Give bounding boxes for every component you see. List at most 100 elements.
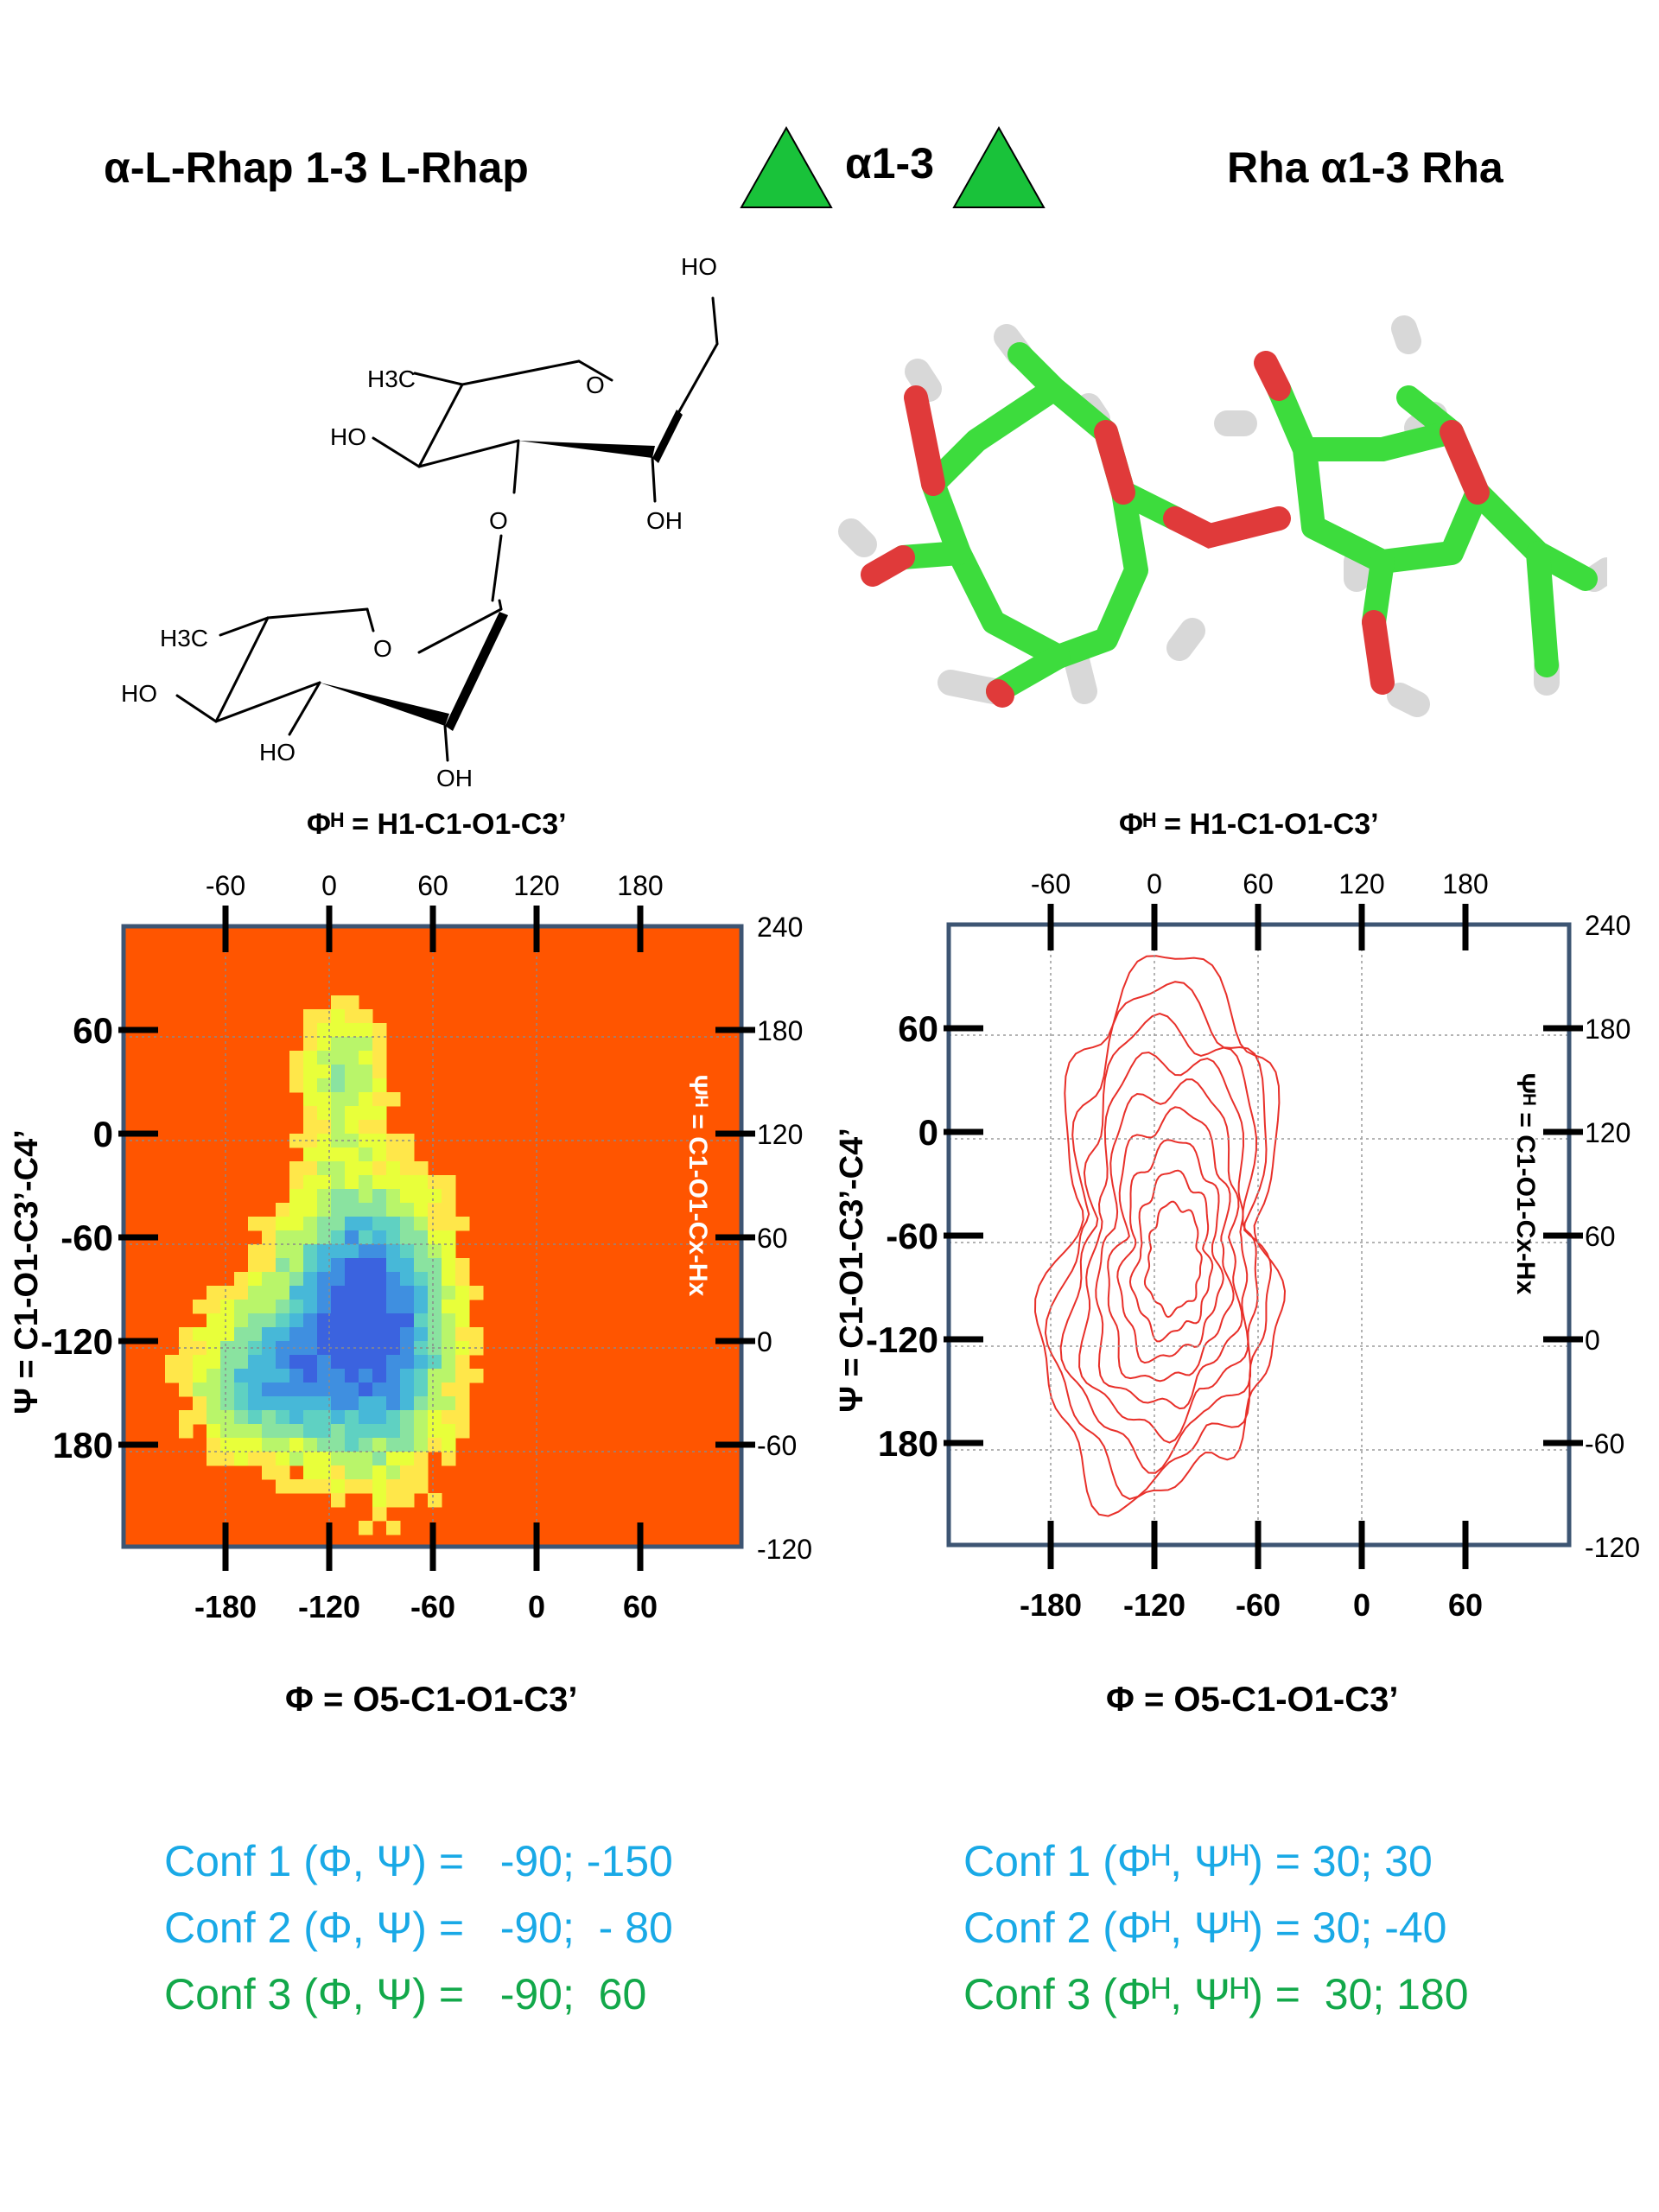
heatmap-cell (248, 1341, 263, 1356)
heatmap-cell (289, 1424, 304, 1439)
heatmap-cell (317, 1009, 332, 1024)
heatmap-cell (331, 1161, 346, 1176)
heatmap-cell (317, 1106, 332, 1121)
heatmap-cell (303, 1189, 318, 1204)
heatmap-cell (359, 1023, 373, 1038)
heatmap-cell (386, 1410, 401, 1425)
heatmap-cell (345, 1313, 359, 1328)
heatmap-cell (345, 1438, 359, 1452)
heatmap-cell (262, 1272, 276, 1287)
heatmap-cell (193, 1382, 207, 1397)
heatmap-cell (372, 1092, 387, 1107)
heatmap-cell (317, 1051, 332, 1065)
heatmap-cell (276, 1313, 290, 1328)
heatmap-cell (317, 1203, 332, 1217)
structure-label: O (373, 635, 392, 662)
y-right-tick-label: 180 (1585, 1014, 1630, 1045)
heatmap-cell (248, 1217, 263, 1231)
heatmap-cell (414, 1175, 429, 1190)
heatmap-cell (386, 1230, 401, 1245)
heatmap-cell (359, 1396, 373, 1411)
heatmap-cell (317, 1037, 332, 1052)
heatmap-cell (386, 1175, 401, 1190)
heatmap-cell (386, 1313, 401, 1328)
heatmap-cell (289, 1203, 304, 1217)
heatmap-cell (248, 1452, 263, 1466)
y-right-tick-label: 60 (757, 1223, 788, 1254)
heatmap-cell (428, 1300, 442, 1314)
heatmap-cell (234, 1327, 249, 1342)
heatmap-cell (400, 1438, 415, 1452)
heatmap-cell (400, 1493, 415, 1508)
heatmap-cell (359, 1369, 373, 1383)
heatmap-cell (303, 1396, 318, 1411)
heatmap-cell (303, 1341, 318, 1356)
heatmap-cell (331, 995, 346, 1010)
heatmap-cell (386, 1424, 401, 1439)
heatmap-cell (234, 1438, 249, 1452)
heatmap-cell (428, 1286, 442, 1300)
heatmap-cell (345, 1106, 359, 1121)
heatmap-cell (234, 1313, 249, 1328)
heatmap-cell (455, 1355, 470, 1370)
heatmap-cell (400, 1396, 415, 1411)
x-tick-label: 0 (528, 1589, 545, 1624)
y-right-tick-label: 120 (1585, 1117, 1630, 1148)
heatmap-cell (248, 1438, 263, 1452)
x-top-tick-label: -60 (1031, 868, 1071, 899)
heatmap-cell (455, 1300, 470, 1314)
right-chart-top-title: Φᴴ = H1-C1-O1-C3’ (1119, 808, 1379, 841)
heatmap-cell (359, 1217, 373, 1231)
heatmap-cell (289, 1189, 304, 1204)
heatmap-cell (303, 1286, 318, 1300)
y-right-tick-label: -60 (1585, 1428, 1624, 1459)
heatmap-cell (414, 1410, 429, 1425)
heatmap-cell (400, 1203, 415, 1217)
heatmap-cell (414, 1438, 429, 1452)
heatmap-cell (331, 1217, 346, 1231)
heatmap-cell (276, 1355, 290, 1370)
heatmap-cell (303, 1479, 318, 1494)
heatmap-cell (234, 1424, 249, 1439)
heatmap-cell (289, 1369, 304, 1383)
heatmap-cell (331, 1078, 346, 1093)
heatmap-cell (331, 1175, 346, 1190)
heatmap-cell (359, 1272, 373, 1287)
x-top-tick-label: 180 (617, 870, 663, 901)
heatmap-cell (345, 1175, 359, 1190)
heatmap-cell (289, 1341, 304, 1356)
heatmap-cell (331, 1258, 346, 1273)
heatmap-cell (372, 1217, 387, 1231)
heatmap-cell (289, 1355, 304, 1370)
heatmap-cell (317, 1023, 332, 1038)
heatmap-cell (345, 1369, 359, 1383)
heatmap-cell (331, 1009, 346, 1024)
contour-background (949, 925, 1569, 1545)
heatmap-cell (345, 1037, 359, 1052)
heatmap-cell (331, 1355, 346, 1370)
heatmap-cell (331, 1424, 346, 1439)
heatmap-cell (469, 1369, 484, 1383)
heatmap-cell (442, 1244, 456, 1259)
heatmap-cell (179, 1369, 194, 1383)
y-right-tick-label: -120 (757, 1534, 812, 1565)
left-title: α-L-Rhap 1-3 L-Rhap (104, 143, 529, 192)
heatmap-cell (372, 1479, 387, 1494)
heatmap-cell (317, 1065, 332, 1079)
heatmap-cell (400, 1272, 415, 1287)
heatmap-cell (400, 1189, 415, 1204)
x-top-tick-label: 0 (1147, 868, 1162, 899)
heatmap-cell (179, 1382, 194, 1397)
heatmap-cell (428, 1369, 442, 1383)
heatmap-cell (386, 1521, 401, 1535)
heatmap-cell (303, 1300, 318, 1314)
heatmap-cell (345, 1382, 359, 1397)
x-top-tick-label: 120 (513, 870, 559, 901)
heatmap-cell (345, 1065, 359, 1079)
heatmap-cell (207, 1300, 221, 1314)
heatmap-cell (400, 1341, 415, 1356)
heatmap-cell (359, 1258, 373, 1273)
heatmap-cell (386, 1203, 401, 1217)
heatmap-cell (289, 1300, 304, 1314)
heatmap-cell (289, 1230, 304, 1245)
